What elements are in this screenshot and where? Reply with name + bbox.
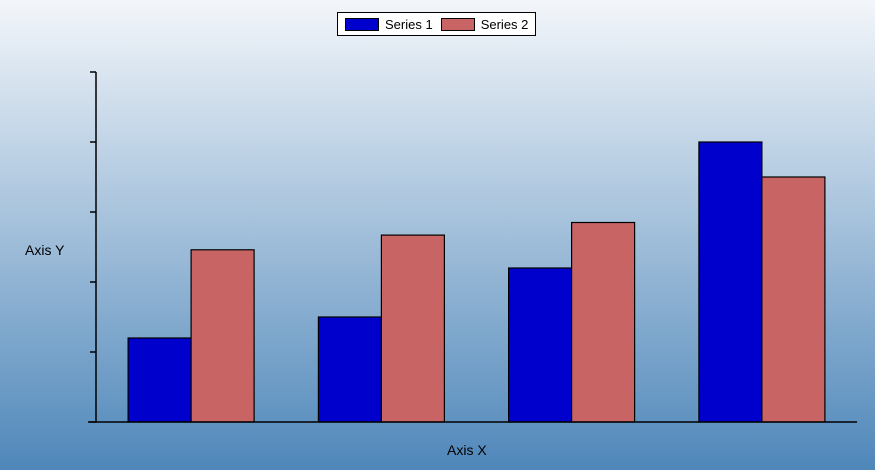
legend-entry-series-2: Series 2 bbox=[440, 16, 529, 32]
bar-group bbox=[127, 141, 826, 423]
legend-label-series-2: Series 2 bbox=[480, 16, 529, 32]
bar-series-2-cat-1 bbox=[190, 249, 255, 423]
axes bbox=[88, 71, 857, 423]
bar-series-2-cat-4 bbox=[761, 176, 826, 423]
legend: Series 1 Series 2 bbox=[337, 12, 537, 36]
legend-label-series-1: Series 1 bbox=[385, 16, 433, 32]
x-axis-label: Axis X bbox=[447, 442, 487, 458]
bar-series-1-cat-1 bbox=[127, 337, 192, 423]
bar-series-2-cat-2 bbox=[380, 234, 445, 423]
legend-swatch-series-2 bbox=[440, 17, 475, 31]
bar-series-1-cat-4 bbox=[698, 141, 763, 423]
bar-series-2-cat-3 bbox=[570, 221, 636, 423]
bar-series-1-cat-3 bbox=[508, 267, 573, 423]
legend-swatch-series-1 bbox=[345, 17, 379, 31]
legend-entry-series-1: Series 1 bbox=[345, 17, 433, 32]
bar-series-1-cat-2 bbox=[317, 316, 382, 423]
y-axis-label: Axis Y bbox=[25, 242, 65, 258]
